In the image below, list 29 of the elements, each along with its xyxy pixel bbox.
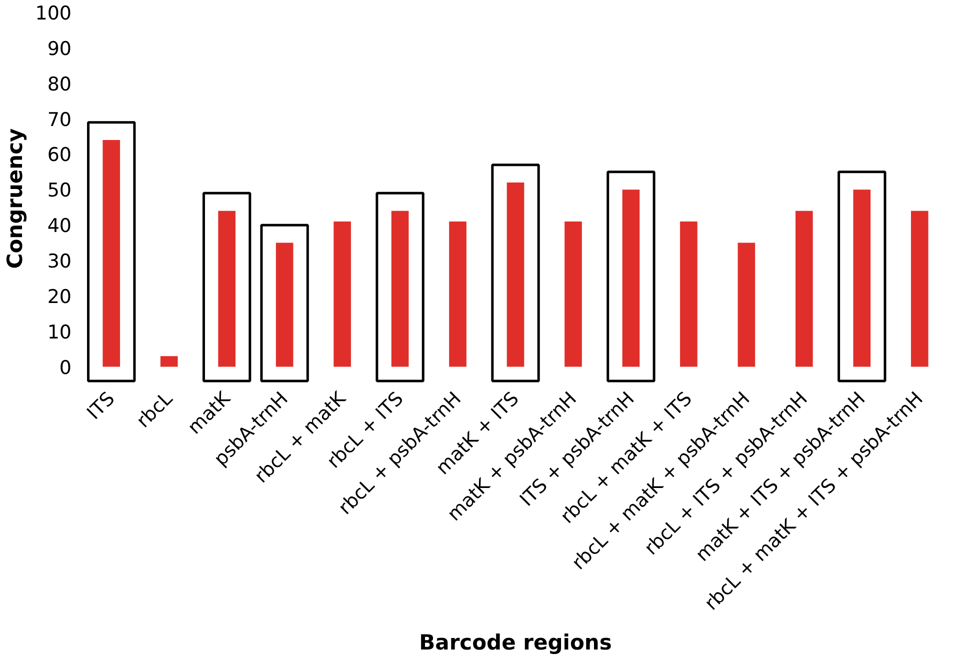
x-axis-title: Barcode regions xyxy=(419,630,612,654)
bar xyxy=(218,210,236,367)
bar xyxy=(853,190,871,367)
y-axis-title: Congruency xyxy=(3,128,28,269)
bar xyxy=(160,356,178,367)
bar xyxy=(102,140,120,367)
bar xyxy=(564,222,582,367)
y-tick-label: 10 xyxy=(47,321,72,344)
y-tick-label: 30 xyxy=(47,250,72,272)
y-tick-label: 0 xyxy=(59,356,72,379)
bar xyxy=(506,182,524,367)
bar xyxy=(449,222,466,367)
bar xyxy=(276,242,294,367)
bar xyxy=(738,242,756,367)
y-tick-label: 100 xyxy=(35,2,72,24)
bar xyxy=(680,222,698,367)
bar xyxy=(796,210,813,367)
y-tick-label: 90 xyxy=(47,38,72,60)
y-tick-label: 20 xyxy=(47,286,72,308)
bar xyxy=(622,190,640,367)
x-tick-label: ITS xyxy=(82,388,120,424)
bar xyxy=(910,210,928,367)
y-tick-label: 70 xyxy=(47,108,72,131)
y-tick-label: 80 xyxy=(47,73,72,96)
bar xyxy=(391,210,409,367)
y-tick-label: 40 xyxy=(47,215,72,238)
y-tick-label: 50 xyxy=(47,180,72,202)
y-tick-label: 60 xyxy=(47,144,72,166)
bar xyxy=(334,222,351,367)
